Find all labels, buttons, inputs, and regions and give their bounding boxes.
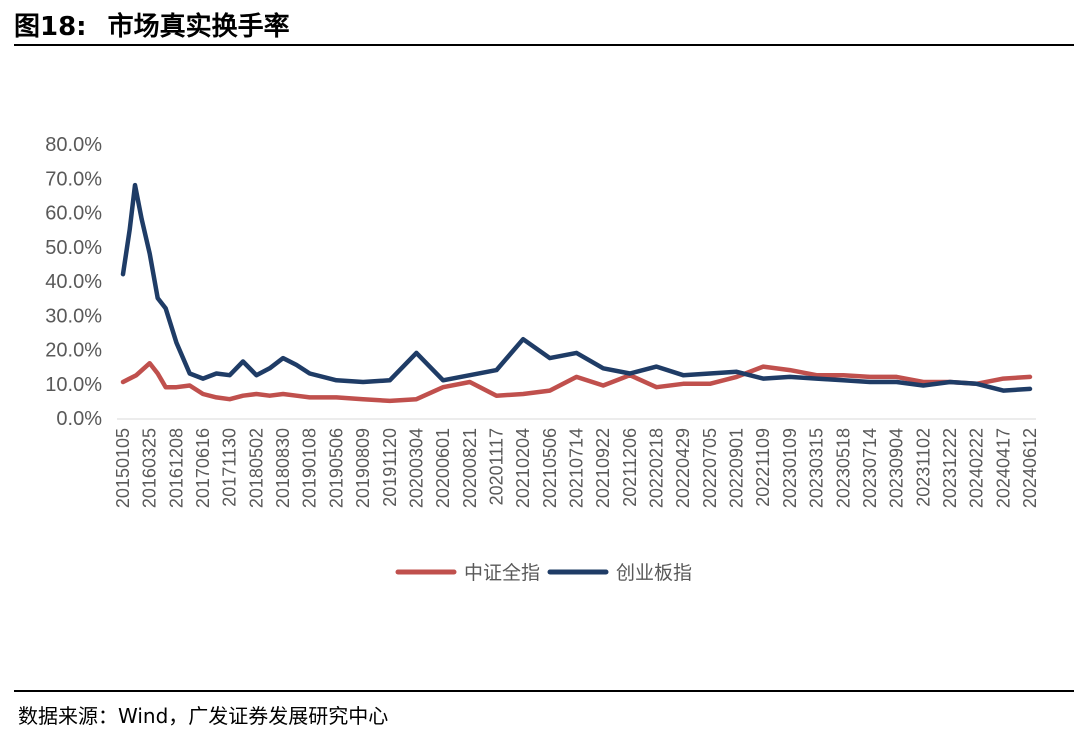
x-tick-label: 20210714 [567,428,587,508]
y-tick-label: 30.0% [45,305,102,327]
x-tick-label: 20230315 [807,428,827,508]
source-note: 数据来源：Wind，广发证券发展研究中心 [18,704,389,728]
x-tick-label: 20190506 [326,428,346,508]
x-tick-label: 20230904 [887,428,907,508]
x-tick-label: 20191120 [380,428,400,507]
y-tick-label: 50.0% [45,237,102,259]
x-tick-label: 20150105 [113,428,133,508]
x-tick-label: 20240417 [993,428,1013,508]
figure-title-text: 市场真实换手率 [107,12,290,42]
y-tick-label: 20.0% [45,340,102,362]
x-tick-label: 20220705 [700,428,720,508]
y-tick-label: 10.0% [45,374,102,396]
x-tick-label: 20220218 [647,428,667,508]
x-tick-label: 20200304 [406,428,426,508]
x-tick-label: 20200601 [433,428,453,508]
x-tick-label: 20200821 [460,428,480,508]
y-tick-label: 60.0% [45,203,102,225]
x-tick-label: 20160325 [140,428,160,508]
x-tick-label: 20230518 [833,428,853,508]
x-tick-label: 20220429 [673,428,693,508]
x-tick-label: 20171130 [220,428,240,507]
chart-area: 0.0% 10.0% 20.0% 30.0% 40.0% 50.0% 60.0% 70.0% 8… [20,100,1060,605]
x-tick-label: 20240612 [1020,428,1040,508]
x-tick-label: 20210922 [593,428,613,508]
series-line-1 [120,360,1033,404]
x-tick-label: 20210506 [540,428,560,508]
y-tick-label: 80.0% [45,134,102,156]
y-tick-label: 0.0% [56,408,102,430]
x-tick-label: 20221109 [753,428,773,507]
header-divider [14,44,1074,46]
x-tick-label: 20180502 [246,428,266,508]
y-tick-label: 40.0% [45,271,102,293]
x-tick-label: 20230714 [860,428,880,508]
figure-label: 图18: [14,12,87,42]
x-tick-label: 20211206 [620,428,640,507]
x-tick-label: 20231222 [940,428,960,508]
x-tick-label: 20161208 [166,428,186,508]
series-line-2 [120,182,1033,393]
x-tick-label: 20240222 [967,428,987,508]
y-tick-label: 70.0% [45,168,102,190]
x-tick-label: 20220901 [727,428,747,508]
footer-divider [14,690,1074,692]
x-tick-label: 20170616 [193,428,213,508]
x-tick-label: 20201117 [486,428,506,505]
x-tick-label: 20230109 [780,428,800,508]
x-tick-label: 20210204 [513,428,533,508]
x-tick-label: 20190108 [300,428,320,508]
figure-title: 图18: 市场真实换手率 [14,6,290,43]
x-tick-label: 20231102 [913,428,933,507]
turnover-line-chart: 0.0% 10.0% 20.0% 30.0% 40.0% 50.0% 60.0% 70.0% 8… [45,134,1040,584]
x-tick-label: 20180830 [273,428,293,508]
legend-label-1: 中证全指 [464,562,540,584]
legend-label-2: 创业板指 [616,562,692,584]
x-tick-label: 20190809 [353,428,373,508]
